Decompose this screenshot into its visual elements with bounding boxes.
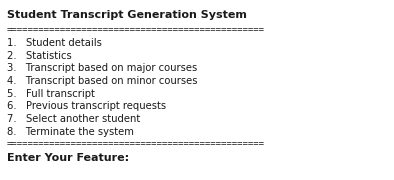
Text: 3.   Transcript based on major courses: 3. Transcript based on major courses — [7, 63, 197, 73]
Text: Enter Your Feature:: Enter Your Feature: — [7, 153, 129, 163]
Text: 2.   Statistics: 2. Statistics — [7, 51, 72, 61]
Text: 7.   Select another student: 7. Select another student — [7, 114, 140, 124]
Text: 4.   Transcript based on minor courses: 4. Transcript based on minor courses — [7, 76, 197, 86]
Text: 6.   Previous transcript requests: 6. Previous transcript requests — [7, 102, 166, 111]
Text: ================================================: ========================================… — [7, 25, 265, 34]
Text: ================================================: ========================================… — [7, 140, 265, 148]
Text: Student Transcript Generation System: Student Transcript Generation System — [7, 10, 247, 20]
Text: 5.   Full transcript: 5. Full transcript — [7, 89, 95, 99]
Text: 1.   Student details: 1. Student details — [7, 38, 102, 48]
Text: 8.   Terminate the system: 8. Terminate the system — [7, 127, 134, 137]
